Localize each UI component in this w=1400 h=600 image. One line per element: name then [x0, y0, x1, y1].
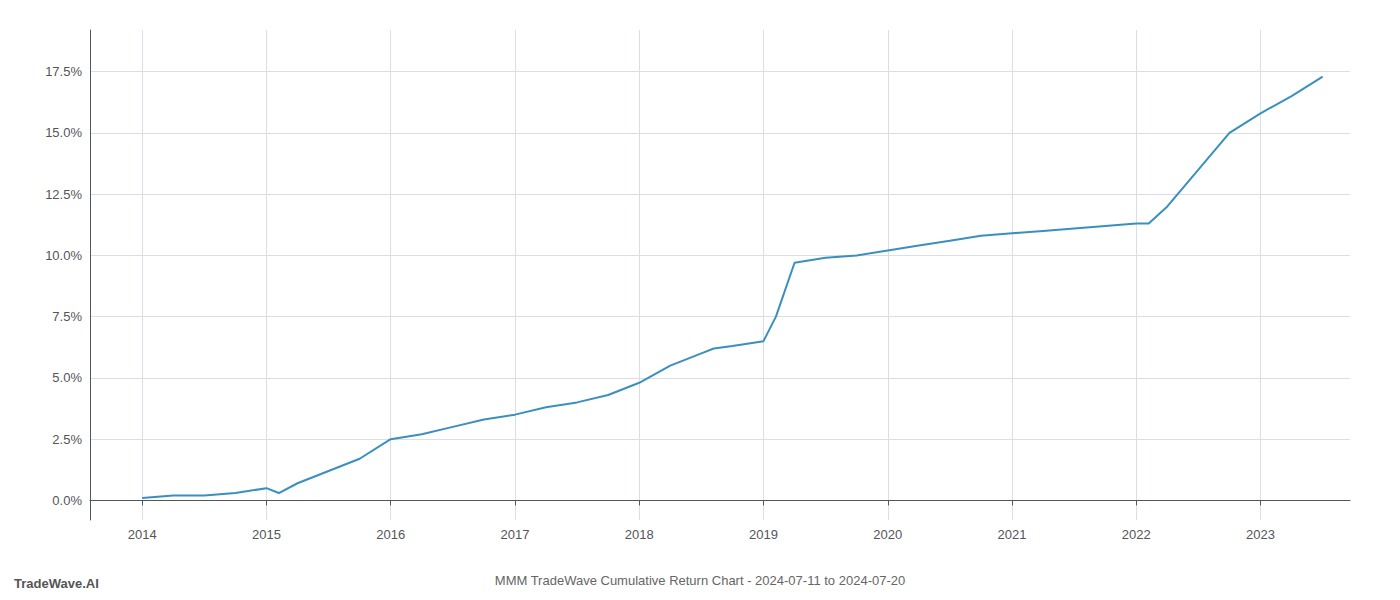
svg-text:2.5%: 2.5% — [52, 432, 82, 447]
svg-text:2022: 2022 — [1122, 527, 1151, 542]
svg-text:2014: 2014 — [128, 527, 157, 542]
svg-text:10.0%: 10.0% — [45, 248, 82, 263]
svg-text:7.5%: 7.5% — [52, 309, 82, 324]
svg-text:5.0%: 5.0% — [52, 370, 82, 385]
svg-text:12.5%: 12.5% — [45, 187, 82, 202]
svg-text:2020: 2020 — [873, 527, 902, 542]
svg-text:MMM TradeWave Cumulative Retur: MMM TradeWave Cumulative Return Chart - … — [495, 573, 905, 588]
svg-text:0.0%: 0.0% — [52, 493, 82, 508]
svg-text:2015: 2015 — [252, 527, 281, 542]
svg-text:2016: 2016 — [376, 527, 405, 542]
svg-text:2021: 2021 — [998, 527, 1027, 542]
svg-text:17.5%: 17.5% — [45, 64, 82, 79]
svg-text:2023: 2023 — [1246, 527, 1275, 542]
svg-text:2017: 2017 — [501, 527, 530, 542]
svg-text:2018: 2018 — [625, 527, 654, 542]
svg-text:15.0%: 15.0% — [45, 125, 82, 140]
svg-text:2019: 2019 — [749, 527, 778, 542]
svg-text:TradeWave.AI: TradeWave.AI — [14, 576, 99, 591]
